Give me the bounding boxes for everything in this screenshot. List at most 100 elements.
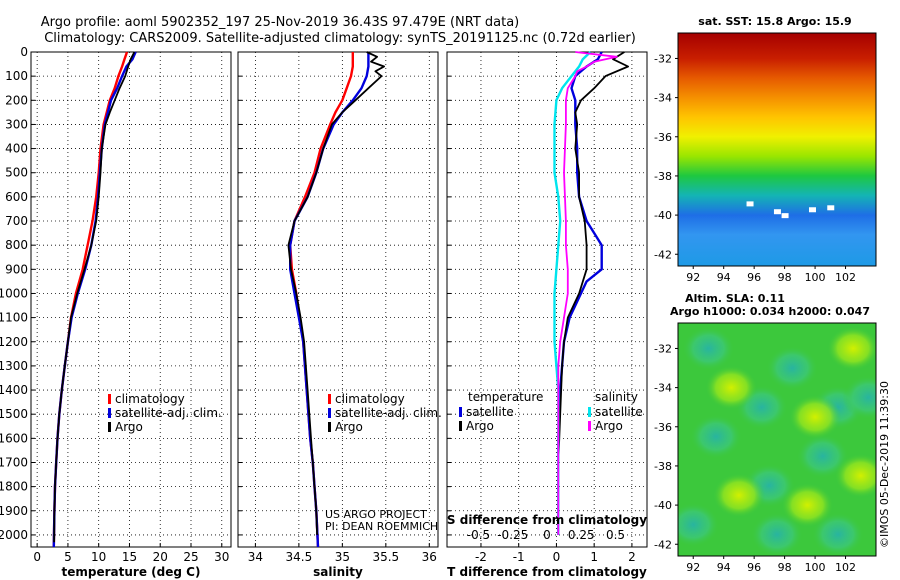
- sla-map-blob-cyan: [678, 502, 720, 547]
- sal-legend-label: satellite-adj. clim.: [335, 406, 442, 420]
- sla-map-xtick-label: 96: [747, 561, 761, 574]
- temperature-xtick-label: 10: [91, 550, 106, 564]
- sla-map-xtick-label: 102: [835, 561, 856, 574]
- depth-tick-label: 1100: [0, 311, 28, 325]
- imos-timestamp: ©IMOS 05-Dec-2019 11:39:30: [878, 381, 891, 548]
- salinity-frame: [237, 51, 439, 548]
- sst-map-frame: [677, 32, 877, 267]
- temp-legend-label: satellite-adj. clim.: [115, 406, 222, 420]
- depth-tick-label: 900: [5, 262, 28, 276]
- sal-legend-label: Argo: [335, 420, 363, 434]
- depth-tick-label: 300: [5, 117, 28, 131]
- depth-tick-label: 1700: [0, 455, 28, 469]
- depth-tick-label: 1500: [0, 407, 28, 421]
- salinity-xtick-label: 35.5: [372, 550, 399, 564]
- sst-map-xtick-label: 92: [686, 271, 700, 284]
- sla-map-ytick-label: -36: [654, 421, 672, 434]
- project-line-1: US ARGO PROJECT: [325, 508, 427, 521]
- sla-map-blob-cyan: [682, 326, 735, 371]
- sla-map-ytick-label: -32: [654, 342, 672, 355]
- depth-tick-label: 400: [5, 142, 28, 156]
- diff-s-tick-label: -0.25: [497, 528, 528, 542]
- sst-map-ytick-label: -38: [654, 170, 672, 183]
- depth-tick-label: 1600: [0, 431, 28, 445]
- sst-map-xtick-label: 102: [835, 271, 856, 284]
- sla-map-blob-yellow: [781, 483, 834, 528]
- sla-map-blob-cyan: [811, 512, 864, 556]
- sst-map-field: [678, 33, 876, 266]
- sst-map-ytick-label: -32: [654, 52, 672, 65]
- temperature-xtick-label: 25: [183, 550, 198, 564]
- sla-map-blob-cyan: [690, 414, 743, 459]
- temperature-xlabel: temperature (deg C): [62, 565, 201, 579]
- sla-map-field: [678, 323, 876, 556]
- temp-legend-swatch: [108, 422, 111, 432]
- salinity-xtick-label: 34: [248, 550, 263, 564]
- depth-tick-label: 1000: [0, 286, 28, 300]
- sla-map-blob-yellow: [789, 394, 842, 439]
- depth-tick-label: 2000: [0, 528, 28, 542]
- sst-map-background: [678, 33, 876, 266]
- diff-legend-right-title: salinity: [595, 390, 638, 404]
- sst-map-title: sat. SST: 15.8 Argo: 15.9: [698, 15, 851, 28]
- diff-legend-swatch: [459, 407, 462, 417]
- diff-legend-label: satellite: [466, 405, 514, 419]
- sla-map-blob-cyan: [796, 434, 849, 479]
- depth-tick-label: 700: [5, 214, 28, 228]
- difference-xtick-label: 0: [553, 550, 561, 564]
- diff-legend-label: Argo: [466, 419, 494, 433]
- difference-xtick-label: -2: [475, 550, 487, 564]
- diff-legend-swatch: [588, 421, 591, 431]
- sla-map-blob-cyan: [751, 512, 803, 556]
- temp-legend-swatch: [108, 394, 111, 404]
- sst-map-ytick-label: -34: [654, 92, 672, 105]
- depth-tick-label: 600: [5, 190, 28, 204]
- sst-map-xtick-label: 100: [805, 271, 826, 284]
- diff-s-tick-label: 0.5: [606, 528, 625, 542]
- salinity-line-argo: [287, 51, 386, 535]
- sst-map-ytick-label: -36: [654, 131, 672, 144]
- sst-map-nodata: [827, 205, 835, 211]
- sla-map-xtick-label: 92: [686, 561, 700, 574]
- depth-tick-label: 800: [5, 238, 28, 252]
- sst-map-xtick-label: 96: [747, 271, 761, 284]
- sla-map-blob-yellow: [705, 365, 758, 410]
- temperature-xtick-label: 20: [153, 550, 168, 564]
- temperature-frame: [30, 51, 232, 548]
- depth-tick-label: 1400: [0, 383, 28, 397]
- sal-legend-swatch: [328, 408, 331, 418]
- temp-legend-label: climatology: [115, 392, 185, 406]
- temperature-xtick-label: 5: [64, 550, 72, 564]
- sal-legend-swatch: [328, 394, 331, 404]
- difference-line-argo: [557, 51, 629, 535]
- depth-tick-label: 1800: [0, 480, 28, 494]
- title-line-1: Argo profile: aoml 5902352_197 25-Nov-20…: [41, 15, 520, 30]
- sst-map-nodata: [781, 213, 789, 219]
- sla-map-ytick-label: -34: [654, 382, 672, 395]
- sst-map-nodata: [746, 201, 754, 207]
- diff-legend-left-title: temperature: [468, 390, 543, 404]
- salinity-xtick-label: 35: [335, 550, 350, 564]
- depth-tick-label: 200: [5, 93, 28, 107]
- temperature-line-argo: [53, 51, 136, 543]
- depth-tick-label: 0: [20, 45, 28, 59]
- sla-map-subtitle: Argo h1000: 0.034 h2000: 0.047: [670, 305, 870, 318]
- diff-s-axis-label: S difference from climatology: [447, 513, 647, 527]
- temperature-xtick-label: 30: [214, 550, 229, 564]
- sla-map-ytick-label: -42: [654, 538, 672, 551]
- sla-map-xtick-label: 100: [805, 561, 826, 574]
- sla-map-blob-cyan: [766, 346, 819, 391]
- sst-map-xtick-label: 94: [717, 271, 731, 284]
- difference-frame: [446, 51, 648, 548]
- sla-map-xtick-label: 98: [778, 561, 792, 574]
- salinity-xlabel: salinity: [313, 565, 363, 579]
- salinity-xtick-label: 34.5: [286, 550, 313, 564]
- difference-line-argo_s: [557, 51, 618, 535]
- sla-map-ytick-label: -38: [654, 460, 672, 473]
- sla-map-frame: [677, 322, 877, 557]
- sla-map-title: Altim. SLA: 0.11: [685, 292, 785, 305]
- sst-map-ytick-label: -40: [654, 209, 672, 222]
- diff-s-tick-label: 0: [543, 528, 551, 542]
- sla-map-blob-yellow: [834, 453, 876, 498]
